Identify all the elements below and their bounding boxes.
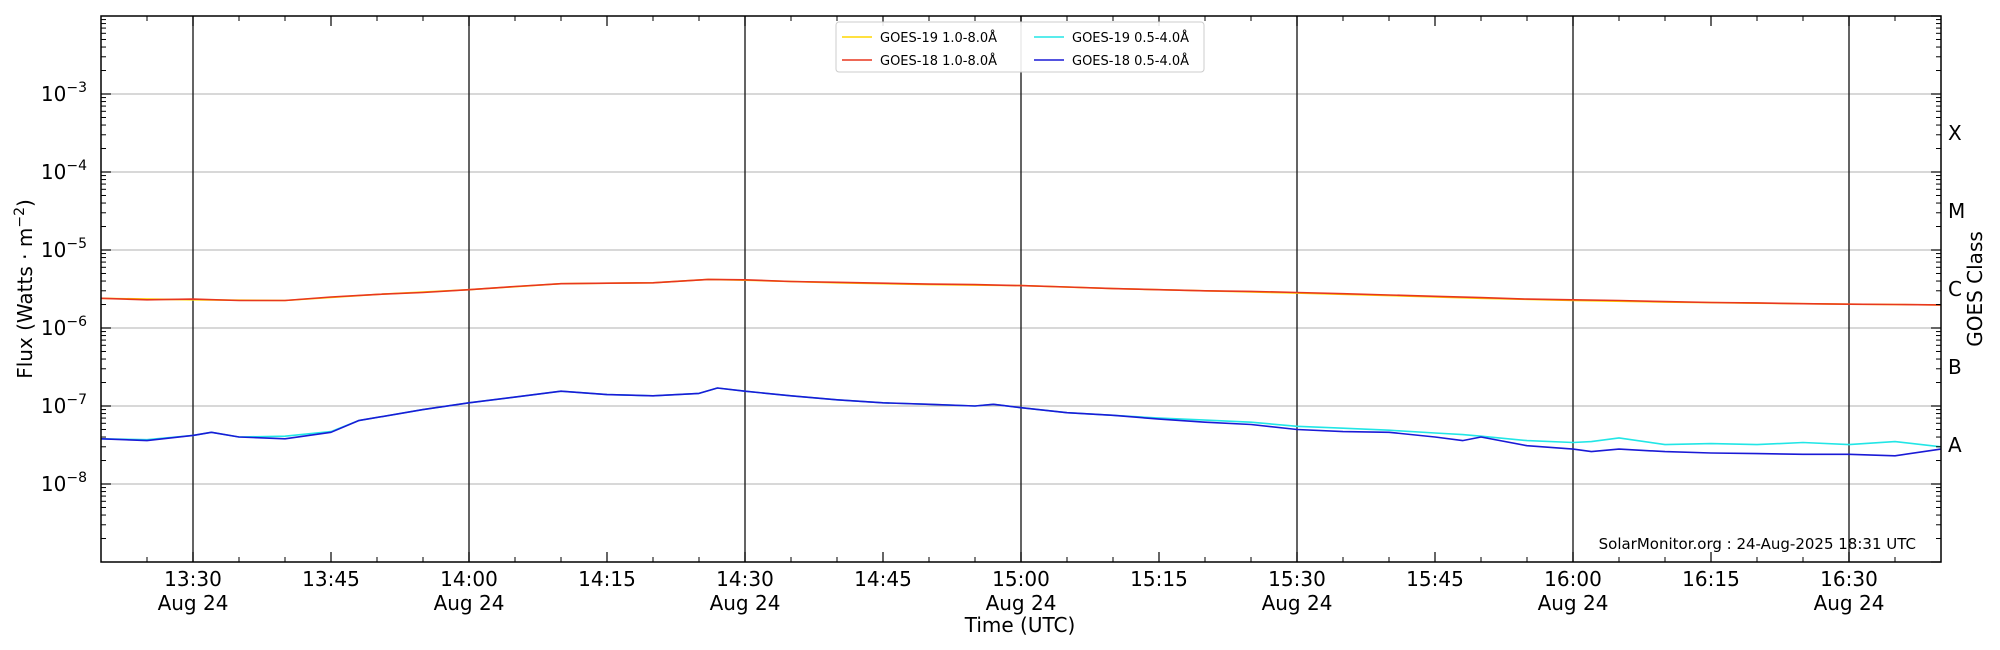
x-tick-label: 14:45 xyxy=(854,567,912,591)
x-axis-title: Time (UTC) xyxy=(964,613,1076,637)
legend-box xyxy=(835,21,1205,73)
x-tick-label: 13:30 xyxy=(164,567,222,591)
x-tick-label: 14:00 xyxy=(440,567,498,591)
x-tick-date-label: Aug 24 xyxy=(1538,591,1609,615)
y-axis-title-main: Flux (Watts · m xyxy=(13,228,37,379)
x-tick-label: 13:45 xyxy=(302,567,360,591)
x-tick-label: 16:00 xyxy=(1544,567,1602,591)
goes-class-label: A xyxy=(1948,433,1962,457)
credit-annotation: SolarMonitor.org : 24-Aug-2025 18:31 UTC xyxy=(1599,535,1916,553)
x-tick-label: 15:00 xyxy=(992,567,1050,591)
x-tick-date-label: Aug 24 xyxy=(710,591,781,615)
legend: GOES-19 1.0-8.0Å GOES-18 1.0-8.0Å GOES-1… xyxy=(835,21,1205,73)
legend-label-goes18-short: GOES-18 0.5-4.0Å xyxy=(1072,53,1189,69)
y-axis-title-close: ) xyxy=(13,199,37,207)
goes-class-label: C xyxy=(1948,277,1962,301)
y-axis-title-exponent: −2 xyxy=(12,207,28,228)
goes-class-label: B xyxy=(1948,355,1962,379)
y-tick-label: 10−4 xyxy=(41,158,87,184)
x-tick-date-label: Aug 24 xyxy=(1262,591,1333,615)
y-tick-label: 10−6 xyxy=(41,314,87,340)
y-tick-label: 10−8 xyxy=(41,470,87,496)
vertical-day-lines xyxy=(192,16,1850,562)
series-goes18-long xyxy=(100,278,1942,306)
x-tick-label: 16:30 xyxy=(1820,567,1878,591)
x-tick-label: 15:30 xyxy=(1268,567,1326,591)
series-goes18-short xyxy=(100,387,1942,457)
goes-class-label: M xyxy=(1948,199,1965,223)
x-tick-label: 14:15 xyxy=(578,567,636,591)
y-axis-title: Flux (Watts · m−2) xyxy=(12,199,37,379)
x-tick-label: 15:45 xyxy=(1406,567,1464,591)
x-tick-date-label: Aug 24 xyxy=(1814,591,1885,615)
legend-label-goes19-short: GOES-19 0.5-4.0Å xyxy=(1072,30,1189,46)
axis-ticks xyxy=(100,15,1942,563)
goes-class-label: X xyxy=(1948,121,1962,145)
x-tick-date-label: Aug 24 xyxy=(158,591,229,615)
x-tick-label: 14:30 xyxy=(716,567,774,591)
x-tick-date-label: Aug 24 xyxy=(986,591,1057,615)
x-tick-label: 16:15 xyxy=(1682,567,1740,591)
y-tick-label: 10−5 xyxy=(41,236,87,262)
x-tick-date-label: Aug 24 xyxy=(434,591,505,615)
y2-axis-title: GOES Class xyxy=(1963,231,1987,347)
legend-label-goes18-long: GOES-18 1.0-8.0Å xyxy=(880,53,997,69)
legend-label-goes19-long: GOES-19 1.0-8.0Å xyxy=(880,30,997,46)
y-tick-label: 10−3 xyxy=(41,80,87,106)
y-tick-label: 10−7 xyxy=(41,392,87,418)
data-series xyxy=(100,278,1942,457)
x-tick-label: 15:15 xyxy=(1130,567,1188,591)
